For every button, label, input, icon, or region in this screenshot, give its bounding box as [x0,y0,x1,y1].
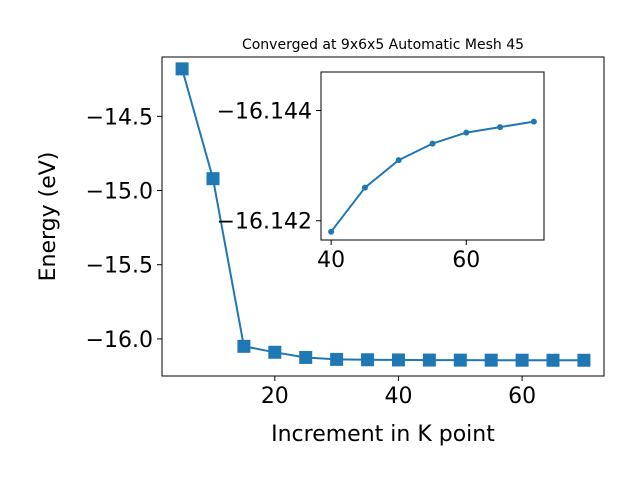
data-point [429,140,436,147]
y-tick-label: −15.0 [86,179,153,204]
inset-axes: 40 60 −16.144 −16.142 [217,71,545,273]
data-point [299,350,313,364]
chart-title: Converged at 9x6x5 Automatic Mesh 45 [242,37,524,53]
data-point [361,353,375,367]
data-point [546,353,560,367]
data-point [237,339,251,353]
data-point [328,228,335,235]
y-tick-label: −16.144 [217,99,312,124]
y-tick-label: −16.142 [217,210,312,235]
data-point [206,172,220,186]
y-tick-label: −14.5 [86,105,153,130]
y-tick-label: −16.0 [86,328,153,353]
data-point [422,353,436,367]
data-point [268,345,282,359]
x-tick-label: 60 [452,248,480,273]
data-point [175,62,189,76]
data-point [391,353,405,367]
data-point [330,352,344,366]
x-tick-label: 60 [508,384,536,409]
y-tick-label: −15.5 [86,254,153,279]
data-point [453,353,467,367]
x-axis-label: Increment in K point [271,422,495,447]
data-point [530,118,537,125]
x-tick-label: 40 [317,248,345,273]
data-point [497,124,504,131]
data-point [361,184,368,191]
data-point [463,129,470,136]
data-point [577,353,591,367]
x-tick-label: 20 [261,384,289,409]
plot-background [321,72,544,240]
data-point [395,157,402,164]
data-point [484,353,498,367]
data-point [515,353,529,367]
axes-frame [161,56,605,377]
x-tick-label: 40 [384,384,412,409]
y-axis-label: Energy (eV) [36,152,61,282]
axes-frame [320,71,545,241]
